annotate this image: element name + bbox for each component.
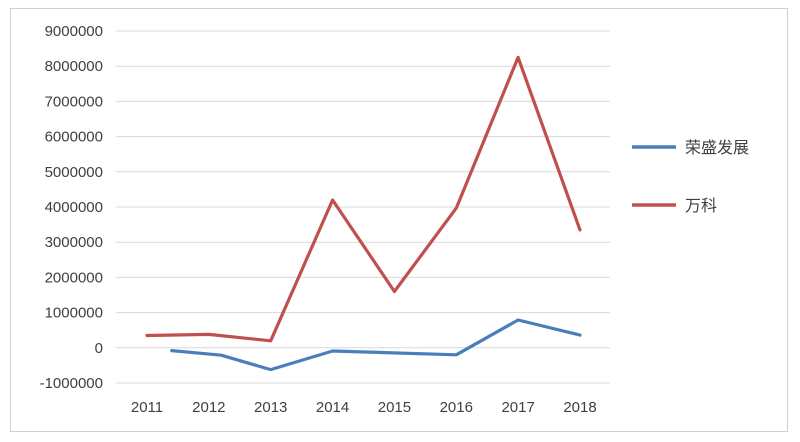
x-tick-label: 2017 xyxy=(501,399,534,416)
x-tick-label: 2013 xyxy=(254,399,287,416)
legend-label-1: 万科 xyxy=(685,196,717,215)
x-tick-label: 2015 xyxy=(378,399,411,416)
series-lines xyxy=(145,55,582,372)
x-tick-label: 2012 xyxy=(192,399,225,416)
y-tick-label: 6000000 xyxy=(45,129,103,146)
y-tick-label: 9000000 xyxy=(45,23,103,40)
y-tick-label: 3000000 xyxy=(45,234,103,251)
x-tick-label: 2016 xyxy=(440,399,473,416)
legend-label-0: 荣盛发展 xyxy=(685,138,749,157)
x-tick-label: 2014 xyxy=(316,399,349,416)
y-tick-label: 0 xyxy=(95,340,103,357)
y-tick-label: 8000000 xyxy=(45,58,103,75)
series-line-1 xyxy=(145,55,582,343)
x-axis-tick-labels: 2011 2012 2013 2014 2015 2016 2017 2018 xyxy=(131,399,597,416)
y-tick-label: -1000000 xyxy=(40,375,103,392)
y-tick-label: 4000000 xyxy=(45,199,103,216)
x-tick-label: 2011 xyxy=(131,399,163,416)
series-line-0 xyxy=(170,318,582,372)
gridlines xyxy=(116,30,610,384)
y-tick-label: 7000000 xyxy=(45,93,103,110)
x-tick-label: 2018 xyxy=(563,399,596,416)
y-tick-label: 2000000 xyxy=(45,269,103,286)
y-tick-label: 1000000 xyxy=(45,305,103,322)
y-axis-tick-labels: 9000000 8000000 7000000 6000000 5000000 40000… xyxy=(40,23,103,392)
y-tick-label: 5000000 xyxy=(45,164,103,181)
chart-frame xyxy=(10,8,788,432)
